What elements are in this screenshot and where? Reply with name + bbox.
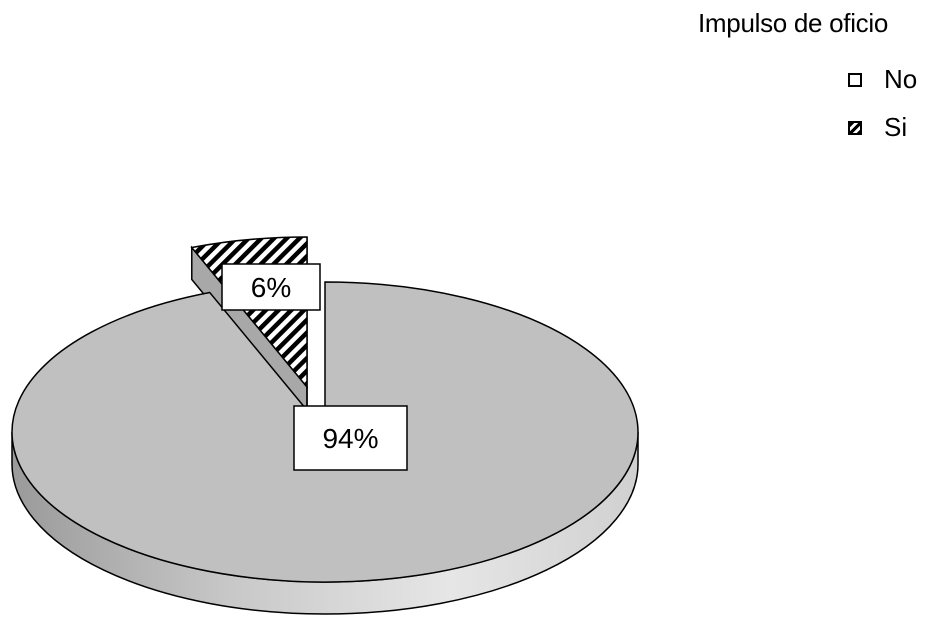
data-label-no: 94% (293, 405, 408, 471)
pie-group: 94% 6% (11, 236, 639, 615)
legend-swatch-si (848, 120, 862, 135)
legend-label-si: Si (884, 112, 908, 142)
data-label-no-box (293, 405, 408, 471)
data-label-si: 6% (221, 263, 321, 311)
legend-item-no: No (848, 64, 917, 95)
data-label-si-box (221, 263, 321, 311)
legend-title: Impulso de oficio (698, 8, 889, 38)
legend-label-no: No (884, 64, 918, 94)
data-label-no-text: 94% (322, 423, 378, 454)
legend-swatch-no (848, 72, 862, 87)
legend: Impulso de oficio No Si (698, 8, 923, 142)
data-label-si-text: 6% (251, 272, 291, 303)
legend-item-si: Si (848, 112, 907, 143)
